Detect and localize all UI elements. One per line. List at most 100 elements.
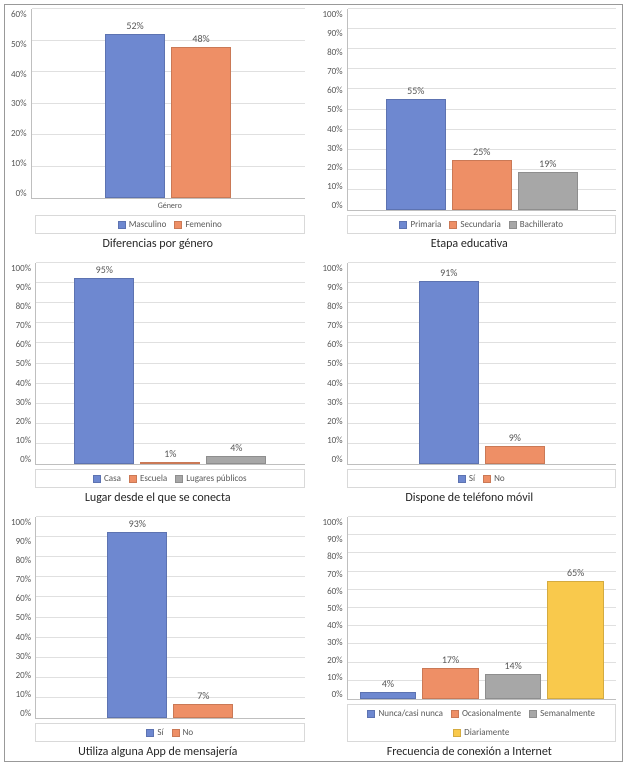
bar-rect [206, 456, 266, 464]
legend-swatch [174, 221, 182, 229]
legend-label: Lugares públicos [186, 473, 246, 484]
bar-value-label: 9% [509, 431, 521, 444]
bar-value-label: 1% [164, 447, 176, 460]
bars-container: 4%17%14%65% [348, 517, 616, 699]
plot-area: 52%48% [31, 9, 305, 199]
bar-rect [74, 278, 134, 464]
chart-caption: Diferencias por género [11, 237, 305, 251]
bar-value-label: 25% [473, 145, 490, 158]
bars-container: 95%1%4% [36, 263, 304, 464]
legend-label: Casa [104, 473, 121, 484]
y-tick-label: 40% [11, 69, 27, 80]
bar: 4% [206, 263, 266, 464]
y-tick-label: 30% [16, 651, 32, 662]
legend-label: Primaria [410, 219, 441, 230]
y-tick-label: 90% [327, 28, 343, 39]
bar-rect [485, 446, 545, 464]
y-tick-label: 10% [327, 672, 343, 683]
legend: MasculinoFemenino [35, 215, 305, 234]
y-tick-label: 30% [11, 98, 27, 109]
legend-item: Diariamente [453, 727, 509, 738]
y-axis: 100%90%80%70%60%50%40%30%20%10%0% [11, 517, 35, 719]
plot-area: 93% 7% [35, 517, 304, 719]
y-tick-label: 80% [16, 301, 32, 312]
legend-swatch [146, 729, 154, 737]
y-tick-label: 40% [327, 620, 343, 631]
legend-item: Secundaria [449, 219, 500, 230]
y-tick-label: 70% [327, 569, 343, 580]
y-tick-label: 50% [16, 612, 32, 623]
bar: 19% [518, 9, 578, 210]
legend: Sí No [347, 469, 617, 488]
legend-label: Semanalmente [540, 708, 595, 719]
y-tick-label: 30% [16, 397, 32, 408]
plot-area: 4%17%14%65% [347, 517, 616, 700]
bar-rect [452, 160, 512, 210]
y-tick-label: 40% [16, 632, 32, 643]
legend-item: Sí [458, 473, 475, 484]
y-tick-label: 30% [327, 637, 343, 648]
legend-swatch [172, 729, 180, 737]
chart-caption: Lugar desde el que se conecta [11, 491, 305, 505]
legend-label: Diariamente [464, 727, 509, 738]
y-tick-label: 80% [16, 555, 32, 566]
bar-rect [107, 532, 167, 718]
legend-swatch [367, 710, 375, 718]
legend-item: Sí [146, 727, 163, 738]
y-axis: 100%90%80%70%60%50%40%30%20%10%0% [323, 517, 347, 700]
legend: Nunca/casi nuncaOcasionalmenteSemanalmen… [347, 704, 617, 742]
legend-item: Femenino [174, 219, 221, 230]
y-tick-label: 20% [327, 655, 343, 666]
y-tick-label: 100% [323, 263, 343, 274]
y-tick-label: 10% [16, 435, 32, 446]
y-tick-label: 90% [327, 282, 343, 293]
legend-label: No [183, 727, 194, 738]
bar-value-label: 48% [192, 32, 209, 45]
y-tick-label: 90% [16, 536, 32, 547]
legend: PrimariaSecundariaBachillerato [347, 215, 617, 234]
plot-area: 95%1%4% [35, 263, 304, 465]
bar-value-label: 65% [567, 566, 584, 579]
legend-item: Primaria [399, 219, 441, 230]
y-tick-label: 20% [16, 670, 32, 681]
y-tick-label: 90% [327, 534, 343, 545]
y-tick-label: 100% [323, 9, 343, 20]
bar-rect [173, 704, 233, 718]
y-tick-label: 100% [11, 517, 31, 528]
y-axis: 60%50%40%30%20%10%0% [11, 9, 31, 199]
chart-panel-freq: 100%90%80%70%60%50%40%30%20%10%0%4%17%14… [317, 513, 623, 761]
y-tick-label: 30% [327, 397, 343, 408]
legend-item: Casa [93, 473, 121, 484]
legend-label: Sí [469, 473, 475, 484]
y-tick-label: 100% [11, 263, 31, 274]
y-tick-label: 70% [16, 320, 32, 331]
y-tick-label: 50% [327, 358, 343, 369]
legend-item: Ocasionalmente [451, 708, 521, 719]
bar: 1% [140, 263, 200, 464]
bar: 55% [386, 9, 446, 210]
y-axis: 100%90%80%70%60%50%40%30%20%10%0% [11, 263, 35, 465]
bar-value-label: 7% [197, 689, 209, 702]
y-tick-label: 50% [11, 39, 27, 50]
legend-label: Femenino [185, 219, 221, 230]
bar: 25% [452, 9, 512, 210]
y-tick-label: 50% [327, 603, 343, 614]
bar: 14% [485, 517, 542, 699]
y-tick-label: 50% [16, 358, 32, 369]
legend-label: Secundaria [460, 219, 500, 230]
y-tick-label: 10% [11, 158, 27, 169]
y-tick-label: 40% [327, 124, 343, 135]
legend-swatch [451, 710, 459, 718]
bar-value-label: 93% [129, 517, 146, 530]
chart-caption: Frecuencia de conexión a Internet [323, 745, 617, 759]
y-tick-label: 70% [327, 320, 343, 331]
x-axis-label: Género [35, 201, 305, 211]
y-tick-label: 30% [327, 143, 343, 154]
y-tick-label: 70% [16, 574, 32, 585]
plot-area: 55% 25% 19% [347, 9, 616, 211]
y-axis: 100%90%80%70%60%50%40%30%20%10%0% [323, 263, 347, 465]
legend-item: No [483, 473, 505, 484]
legend-swatch [93, 475, 101, 483]
chart-panel-phone: 100%90%80%70%60%50%40%30%20%10%0%91%9%Sí… [317, 259, 623, 507]
bar: 48% [171, 9, 231, 198]
